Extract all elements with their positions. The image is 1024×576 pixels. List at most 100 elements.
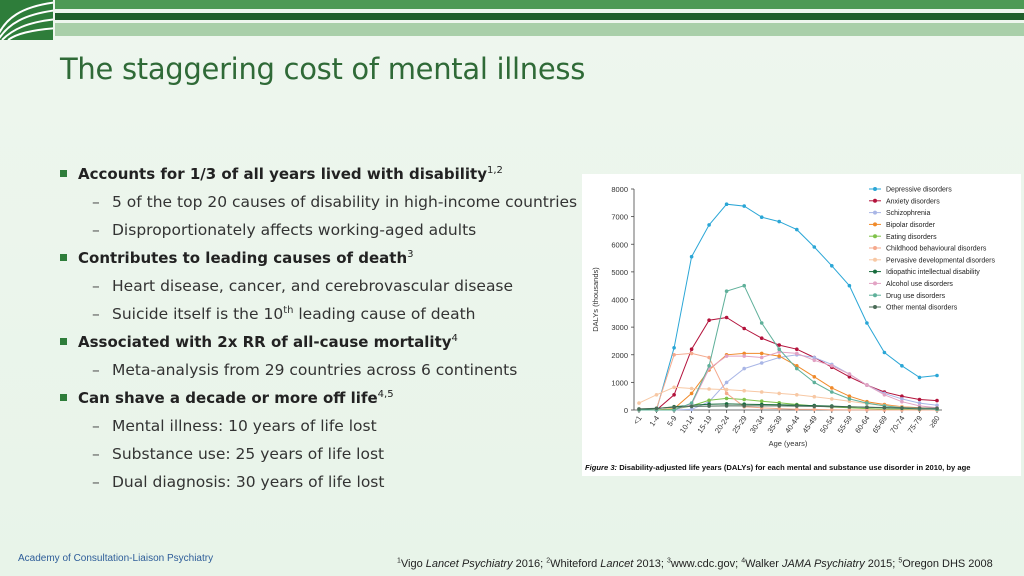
data-point: [917, 375, 922, 380]
data-point: [812, 375, 817, 379]
reference-number: 5: [898, 557, 903, 565]
data-point: [689, 407, 694, 412]
data-point: [917, 397, 922, 402]
data-point: [882, 350, 887, 355]
dash-icon: –: [92, 473, 100, 491]
series-line: [638, 352, 937, 411]
sub-bullet: – Disproportionately affects working-aged…: [60, 216, 580, 244]
x-tick-label: <1: [631, 414, 643, 426]
legend-swatch-marker: [873, 293, 877, 298]
square-bullet-icon: [60, 338, 67, 345]
citation-superscript: 3: [407, 249, 414, 260]
bullet-life-lost: Can shave a decade or more off life4,5: [60, 384, 580, 412]
data-point: [689, 404, 694, 409]
data-point: [935, 406, 939, 411]
data-point: [742, 351, 746, 356]
data-point: [795, 227, 799, 232]
bullet-text: Can shave a decade or more off life: [78, 389, 378, 407]
citation-superscript: 1,2: [487, 165, 503, 176]
data-point: [830, 264, 834, 268]
data-point: [759, 336, 764, 340]
data-point: [707, 355, 711, 360]
data-point: [689, 401, 694, 405]
legend-label: Eating disorders: [886, 234, 937, 241]
reference-number: 4: [741, 557, 746, 565]
square-bullet-icon: [60, 170, 67, 177]
data-point: [795, 393, 799, 397]
data-point: [689, 347, 694, 351]
x-tick-label: 75-79: [906, 414, 924, 435]
legend-label: Bipolar disorder: [886, 222, 936, 229]
x-tick-label: 5-9: [665, 414, 679, 428]
data-point: [812, 394, 817, 399]
data-point: [689, 254, 694, 259]
data-point: [777, 404, 781, 408]
y-tick-label: 2000: [611, 351, 628, 360]
data-point: [759, 355, 764, 360]
legend-swatch-marker: [873, 257, 877, 262]
sub-bullet: – Substance use: 25 years of life lost: [60, 440, 580, 468]
slide-title: The staggering cost of mental illness: [60, 52, 586, 86]
reference-text: 2015;: [864, 558, 899, 570]
data-point: [847, 408, 852, 412]
data-point: [654, 393, 659, 397]
dash-icon: –: [92, 361, 100, 379]
reference-number: 1: [397, 557, 401, 565]
data-point: [812, 355, 817, 360]
x-tick-label: 55-59: [836, 414, 854, 435]
data-point: [847, 397, 852, 401]
y-axis-label: DALYs (thousands): [591, 267, 600, 332]
legend-swatch-marker: [873, 198, 877, 203]
reference-text: Vigo: [400, 558, 426, 570]
y-tick-label: 5000: [611, 268, 628, 277]
legend-swatch-marker: [873, 246, 877, 250]
data-point: [865, 408, 869, 412]
data-point: [900, 399, 904, 404]
series-line: [639, 203, 938, 411]
data-point: [672, 405, 676, 409]
sub-bullet-text-continued: leading cause of death: [293, 305, 476, 323]
series-line: [639, 316, 938, 411]
data-point: [724, 354, 729, 358]
data-point: [742, 354, 746, 358]
data-point: [759, 399, 764, 403]
legend-swatch-marker: [873, 222, 877, 227]
bullet-list: Accounts for 1/3 of all years lived with…: [60, 160, 580, 496]
footer-references: 1Vigo Lancet Psychiatry 2016; 2Whiteford…: [397, 557, 993, 570]
y-tick-label: 7000: [611, 213, 628, 222]
sub-bullet-text: Suicide itself is the 10: [112, 305, 284, 323]
data-point: [777, 219, 781, 224]
x-tick-label: 1-4: [648, 414, 662, 428]
reference-text: Oregon DHS 2008: [902, 558, 993, 570]
data-point: [777, 350, 781, 354]
data-point: [724, 202, 729, 206]
legend-label: Pervasive developmental disorders: [886, 257, 995, 264]
data-point: [724, 380, 729, 385]
sub-bullet: – Dual diagnosis: 30 years of life lost: [60, 468, 580, 496]
bullet-text: Accounts for 1/3 of all years lived with…: [78, 165, 488, 183]
y-tick-label: 4000: [611, 296, 628, 305]
data-point: [847, 283, 852, 288]
data-point: [900, 397, 904, 401]
data-point: [830, 364, 834, 368]
dash-icon: –: [92, 277, 100, 295]
reference-text: Walker: [745, 558, 782, 570]
data-point: [759, 361, 764, 365]
data-point: [759, 351, 764, 356]
data-point: [742, 204, 746, 208]
legend-swatch-marker: [873, 210, 877, 215]
legend-swatch-marker: [873, 234, 877, 239]
sub-bullet-text: Dual diagnosis: 30 years of life lost: [112, 473, 385, 491]
journal-name: JAMA Psychiatry: [781, 558, 865, 570]
square-bullet-icon: [60, 394, 67, 401]
y-tick-label: 0: [624, 406, 628, 415]
header-band-top: [55, 0, 1024, 9]
data-point: [847, 375, 852, 379]
daly-line-chart: 0 1000 2000 3000 4000 5000 6000 7000 8000 <1 1-4 5-…: [585, 185, 995, 472]
x-tick-label: 45-49: [801, 414, 819, 435]
acp-logo: [0, 0, 53, 40]
data-point: [707, 398, 711, 403]
data-point: [882, 393, 887, 397]
data-point: [865, 405, 869, 409]
figure-caption: Figure 3: Disability-adjusted life years…: [585, 463, 970, 472]
